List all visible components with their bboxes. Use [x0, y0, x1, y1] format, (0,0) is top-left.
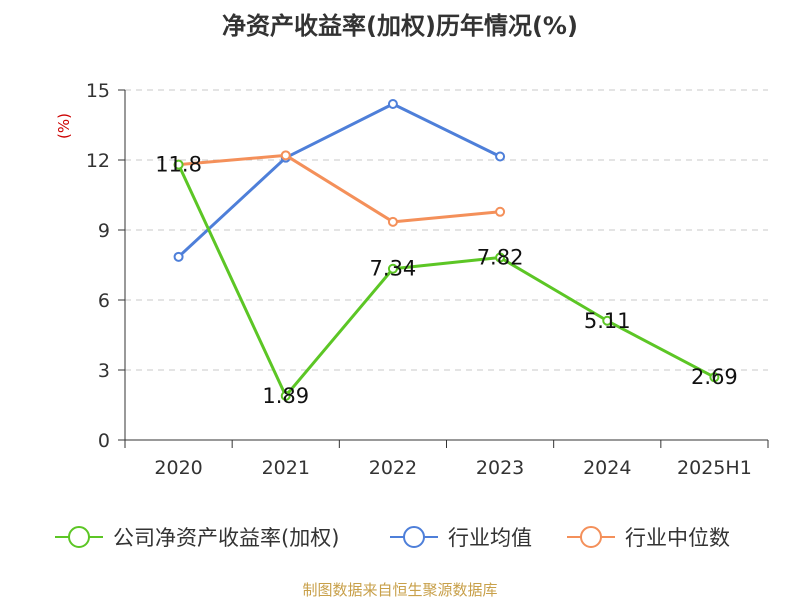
- data-point: [280, 390, 291, 401]
- data-point: [602, 315, 613, 326]
- legend-label: 公司净资产收益率(加权): [113, 526, 339, 550]
- data-point: [173, 159, 184, 170]
- x-tick-label: 2023: [476, 457, 524, 479]
- series-line: [177, 102, 501, 258]
- y-tick-label: 0: [98, 430, 110, 452]
- y-tick-label: 12: [86, 150, 110, 172]
- legend-marker: [403, 526, 425, 548]
- y-axis-label: (%): [55, 113, 73, 139]
- data-point: [709, 372, 720, 383]
- data-label: 7.82: [477, 246, 524, 270]
- x-tick-label: 2022: [369, 457, 417, 479]
- x-tick-label: 2020: [154, 457, 202, 479]
- data-label: 1.89: [262, 384, 309, 408]
- x-tick-label: 2025H1: [677, 457, 752, 479]
- series-line: [177, 164, 716, 398]
- y-tick-label: 9: [98, 220, 110, 242]
- data-label: 11.8: [155, 153, 202, 177]
- legend-marker: [68, 526, 90, 548]
- data-point: [280, 150, 291, 161]
- data-point: [495, 252, 506, 263]
- y-tick-label: 15: [86, 80, 110, 102]
- y-tick-label: 3: [98, 360, 110, 382]
- series-line: [178, 153, 501, 224]
- data-point: [173, 251, 184, 262]
- data-point: [495, 151, 506, 162]
- legend-label: 行业中位数: [625, 526, 730, 550]
- data-point: [387, 216, 398, 227]
- chart-title: 净资产收益率(加权)历年情况(%): [222, 12, 578, 40]
- source-note: 制图数据来自恒生聚源数据库: [302, 581, 498, 599]
- legend-label: 行业均值: [448, 526, 532, 550]
- x-tick-label: 2021: [262, 457, 310, 479]
- y-tick-label: 6: [98, 290, 110, 312]
- data-label: 7.34: [370, 257, 417, 281]
- legend-marker: [580, 526, 602, 548]
- data-label: 5.11: [584, 309, 631, 333]
- data-point: [387, 99, 398, 109]
- data-label: 2.69: [691, 365, 738, 389]
- data-point: [387, 263, 398, 274]
- data-point: [495, 206, 506, 217]
- x-tick-label: 2024: [583, 457, 631, 479]
